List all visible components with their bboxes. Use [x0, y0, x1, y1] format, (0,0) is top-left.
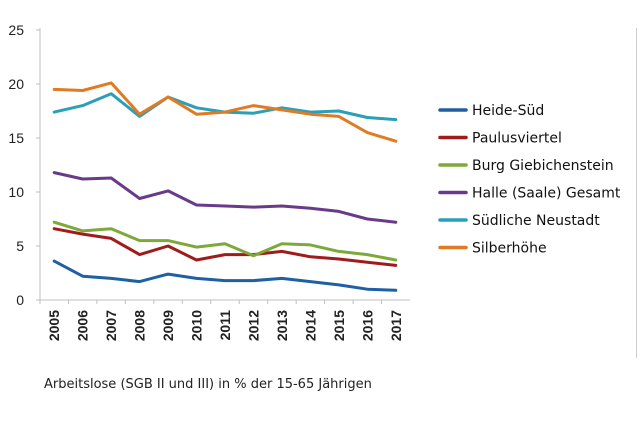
series-line-burg-giebichenstein [52, 220, 398, 262]
legend-label: Paulusviertel [472, 131, 562, 147]
x-tick-label: 2010 [189, 310, 205, 341]
x-tick-label: 2007 [103, 310, 119, 341]
y-tick-label: 5 [16, 238, 24, 254]
axis-layer: 0 5 10 15 20 25 2005 2006 2007 2008 2009 2010 2011 20… [8, 22, 410, 341]
x-tick-label: 2006 [75, 310, 91, 341]
y-tick-label: 25 [8, 22, 24, 38]
x-tick-label: 2013 [274, 310, 290, 341]
x-tick-label: 2012 [245, 310, 261, 341]
x-tick-label: 2005 [46, 310, 62, 341]
legend-label: Burg Giebichenstein [472, 158, 614, 174]
legend-label: Südliche Neustadt [472, 213, 600, 229]
x-tick-label: 2016 [359, 310, 375, 341]
x-tick-label: 2008 [132, 310, 148, 341]
x-tick-label: 2015 [331, 310, 347, 341]
series-layer [52, 81, 398, 292]
chart-caption: Arbeitslose (SGB II und III) in % der 15… [44, 377, 372, 392]
series-line-paulusviertel [52, 227, 398, 267]
legend-label: Heide-Süd [472, 103, 544, 119]
y-tick-label: 20 [8, 76, 24, 92]
series-line-südliche-neustadt [52, 92, 398, 122]
x-tick-label: 2009 [160, 310, 176, 341]
legend-label: Halle (Saale) Gesamt [472, 186, 621, 202]
series-line-heide-süd [52, 259, 398, 292]
series-line-silberhöhe [52, 81, 398, 143]
x-tick-label: 2014 [302, 310, 318, 341]
series-line-halle-saale-gesamt [52, 171, 398, 224]
y-tick-label: 0 [16, 292, 24, 308]
legend-label: Silberhöhe [472, 241, 547, 257]
x-tick-label: 2017 [388, 310, 404, 341]
panel-divider [636, 28, 637, 358]
legend: Heide-Süd Paulusviertel Burg Giebichenstei… [438, 103, 621, 257]
y-tick-label: 15 [8, 130, 24, 146]
x-tick-label: 2011 [217, 310, 233, 341]
y-tick-label: 10 [8, 184, 24, 200]
